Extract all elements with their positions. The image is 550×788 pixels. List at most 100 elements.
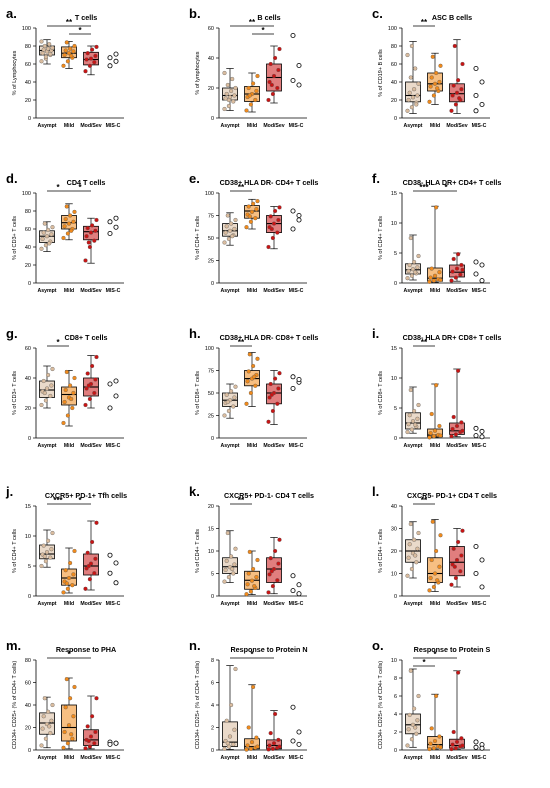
x-tick-label: Mod/Sev (80, 123, 101, 129)
data-point (413, 553, 418, 558)
data-point (429, 411, 434, 417)
data-point (409, 105, 414, 110)
data-point (230, 234, 235, 239)
x-tick-label: MIS-C (289, 443, 304, 449)
significance-label: ** (421, 496, 428, 505)
data-point (90, 223, 95, 228)
significance-label: * (444, 183, 448, 192)
panel-f: f. CD38- HLA DR+ CD4+ T cells 0 5 10 15 % of C… (372, 171, 501, 294)
x-tick-label: MIS-C (106, 601, 121, 607)
data-point (454, 739, 460, 744)
data-point (44, 234, 50, 239)
panel-a: a. T cells 0 20 40 60 80 100 % of Lymphocytes Asy… (6, 6, 124, 129)
data-point (428, 741, 433, 746)
data-point (94, 217, 99, 223)
chart-title: CD38- HLA DR+ CD8+ T cells (403, 333, 502, 342)
data-point (63, 705, 68, 710)
data-point (430, 54, 435, 59)
data-point (450, 269, 455, 274)
significance-label: *** (419, 183, 429, 192)
data-point (409, 43, 414, 49)
data-point (62, 399, 67, 405)
data-point (453, 102, 458, 107)
data-point (244, 401, 249, 406)
data-point (409, 427, 414, 432)
data-point-misc (107, 405, 113, 411)
data-point (453, 275, 458, 280)
data-point (48, 52, 53, 57)
data-point (449, 434, 454, 439)
y-tick-label: 0 (394, 594, 397, 600)
data-point (427, 588, 432, 593)
data-point (413, 725, 418, 730)
data-point (432, 428, 438, 433)
data-point (226, 236, 231, 241)
data-point-misc (296, 217, 302, 223)
panel-m: m. Response to PHA 0 20 40 60 80 CD134+ CD25+ (… (6, 638, 124, 761)
data-point (255, 73, 260, 79)
y-tick-label: 20 (25, 263, 31, 269)
data-point (224, 224, 229, 229)
y-tick-label: 0 (28, 748, 31, 754)
data-point (429, 75, 434, 80)
data-point (460, 428, 465, 433)
y-tick-label: 5 (28, 564, 31, 570)
data-point (454, 90, 460, 95)
box (61, 704, 77, 742)
data-point (277, 205, 282, 210)
y-tick-label: 15 (25, 504, 31, 510)
y-axis-label: % of CD4+ T cells (378, 216, 384, 260)
significance-label: ** (238, 496, 245, 505)
data-point-misc (479, 584, 485, 590)
x-tick-label: MIS-C (472, 601, 487, 607)
data-point-misc (296, 591, 302, 597)
data-point (245, 743, 250, 748)
data-point (431, 278, 436, 283)
x-tick-label: Asympt (403, 123, 422, 129)
data-point (244, 747, 249, 752)
x-tick-label: Asympt (37, 123, 56, 129)
panel-label: o. (372, 638, 384, 653)
data-point (276, 737, 281, 742)
data-point (222, 106, 227, 112)
y-axis-label: CD134+ CD25+ (% of CD4+ T cells) (12, 661, 18, 749)
data-point (64, 204, 69, 209)
y-tick-label: 10 (391, 658, 397, 664)
chart-title: ASC B cells (432, 13, 472, 22)
data-point (42, 554, 47, 559)
x-tick-label: Mod/Sev (446, 443, 467, 449)
x-tick-label: Mild (64, 443, 74, 449)
data-point (92, 741, 97, 746)
data-point (65, 413, 70, 418)
data-point (43, 559, 48, 564)
data-point (84, 57, 89, 62)
data-point (90, 363, 95, 369)
data-point (276, 67, 281, 73)
y-tick-label: 80 (25, 658, 31, 664)
data-point (267, 743, 272, 748)
data-point (437, 564, 442, 569)
data-point-misc (113, 740, 119, 746)
x-tick-label: MIS-C (472, 443, 487, 449)
data-point (407, 90, 412, 95)
x-tick-label: MIS-C (106, 755, 121, 761)
data-point (453, 432, 458, 437)
x-tick-label: MIS-C (289, 123, 304, 129)
data-point (43, 54, 48, 59)
x-tick-label: Mild (247, 123, 257, 129)
data-point (254, 207, 259, 212)
data-point (456, 78, 461, 83)
y-tick-label: 4 (211, 703, 214, 709)
significance-label: * (67, 650, 71, 659)
panel-label: b. (189, 6, 201, 21)
y-tick-label: 5 (394, 251, 397, 257)
data-point (50, 530, 55, 536)
significance-label: * (261, 26, 265, 35)
data-point (72, 375, 77, 381)
data-point (61, 63, 66, 68)
data-point (232, 93, 237, 98)
data-point (405, 743, 410, 748)
data-point-misc (479, 428, 485, 434)
data-point (70, 405, 75, 411)
chart-title: Response to Protein S (414, 645, 491, 654)
